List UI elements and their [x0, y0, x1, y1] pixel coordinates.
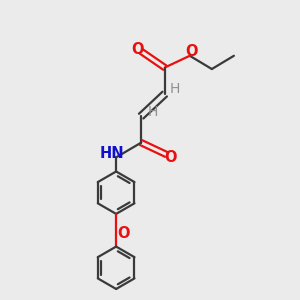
Text: O: O	[131, 42, 144, 57]
Text: H: H	[147, 105, 158, 119]
Text: O: O	[185, 44, 197, 59]
Text: O: O	[164, 150, 177, 165]
Text: O: O	[117, 226, 130, 242]
Text: HN: HN	[99, 146, 124, 161]
Text: H: H	[170, 82, 180, 96]
